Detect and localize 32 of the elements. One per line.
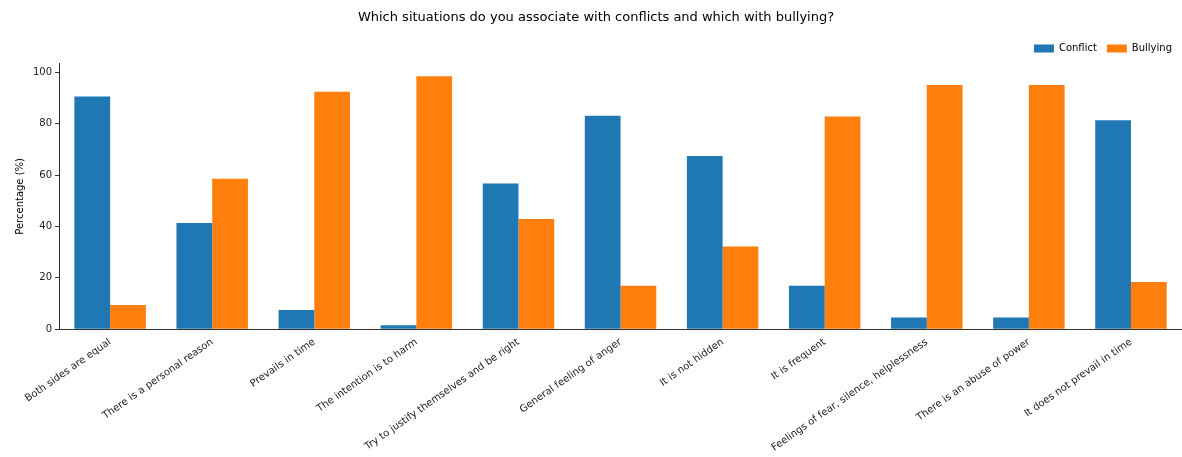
bar	[380, 325, 417, 329]
y-tick-label: 100	[32, 66, 53, 78]
bar	[620, 285, 657, 329]
bar	[176, 222, 213, 329]
y-tick-label: 20	[39, 271, 53, 283]
y-tick-label: 40	[39, 220, 53, 232]
legend-label: Conflict	[1058, 42, 1097, 54]
y-axis-title: Percentage (%)	[13, 157, 25, 235]
y-tick-label: 60	[39, 168, 53, 180]
bar	[584, 115, 621, 329]
bar	[824, 116, 861, 329]
y-tick-label: 0	[45, 322, 53, 334]
y-tick-label: 80	[39, 117, 53, 129]
bar	[1095, 120, 1131, 329]
bar	[1130, 281, 1167, 329]
bar	[993, 317, 1029, 329]
bar	[686, 155, 723, 329]
bar	[482, 183, 519, 329]
bar	[110, 305, 146, 329]
chart-title: Which situations do you associate with conflicts and which with bullying?	[357, 9, 835, 25]
bar	[212, 178, 248, 329]
bar	[416, 76, 453, 329]
bar	[891, 317, 927, 329]
legend-label: Bullying	[1131, 42, 1172, 54]
bar	[518, 219, 555, 329]
bar	[314, 91, 351, 329]
bar	[722, 246, 759, 329]
bar	[1028, 84, 1065, 329]
bar	[278, 309, 315, 329]
bar	[926, 84, 963, 329]
bar	[74, 96, 111, 329]
bar	[788, 285, 825, 329]
